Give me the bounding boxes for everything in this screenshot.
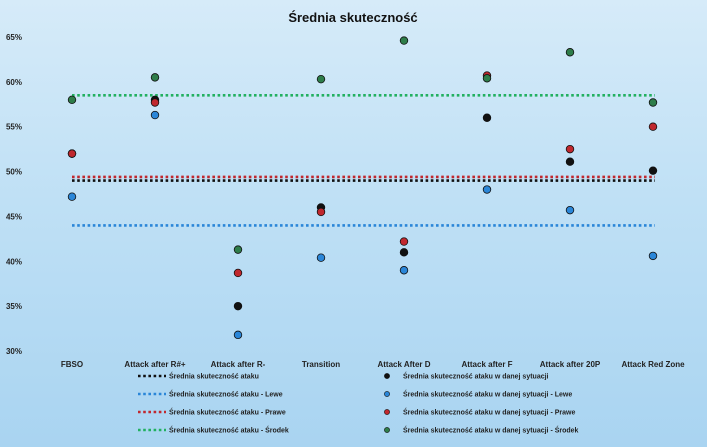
x-tick-label: Transition [302, 360, 340, 369]
legend-entry: Średnia skuteczność ataku w danej sytuac… [403, 390, 572, 399]
average-lines [72, 94, 655, 227]
legend-entry: Średnia skuteczność ataku [169, 372, 259, 381]
data-points [67, 36, 658, 340]
chart-title: Średnia skuteczność [288, 10, 417, 25]
data-point [482, 113, 492, 122]
data-point [482, 74, 492, 83]
data-point [648, 122, 658, 131]
data-point [399, 266, 409, 275]
data-point [316, 74, 326, 84]
data-point [316, 253, 326, 262]
legend-entry: Średnia skuteczność ataku w danej sytuac… [403, 408, 575, 417]
legend-marker-swatch [384, 373, 390, 379]
data-point [399, 248, 409, 257]
data-point [565, 205, 575, 215]
data-point [316, 207, 326, 217]
y-tick-label: 55% [6, 123, 22, 132]
y-tick-label: 60% [6, 78, 22, 87]
x-tick-label: Attack After D [377, 360, 430, 369]
data-point [233, 301, 243, 311]
data-point [67, 95, 77, 104]
y-tick-label: 35% [6, 302, 22, 311]
data-point [565, 157, 575, 166]
data-point [233, 330, 243, 340]
x-axis-ticks: FBSO Attack after R#+ Attack after R- Trans… [61, 360, 685, 369]
data-point [233, 245, 243, 254]
x-tick-label: Attack Red Zone [621, 360, 685, 369]
y-tick-label: 65% [6, 33, 22, 42]
legend-entry: Średnia skuteczność ataku w danej sytuac… [403, 426, 579, 435]
legend-marker-swatch [384, 391, 390, 397]
data-point [565, 144, 575, 154]
legend-marker-swatch [384, 427, 390, 433]
data-point [150, 110, 160, 120]
data-point [67, 149, 77, 158]
y-tick-label: 40% [6, 257, 22, 266]
x-tick-label: Attack after R- [211, 360, 266, 369]
x-tick-label: Attack after 20P [540, 360, 601, 369]
data-point [399, 36, 409, 45]
legend-marker-swatch [384, 409, 390, 415]
y-tick-label: 30% [6, 347, 22, 356]
data-point [150, 98, 160, 107]
legend-entry: Średnia skuteczność ataku - Środek [169, 426, 289, 435]
y-tick-label: 45% [6, 212, 22, 221]
data-point [399, 237, 409, 246]
data-point [482, 185, 492, 194]
data-point [648, 166, 658, 175]
data-point [565, 48, 575, 57]
legend-entry: Średnia skuteczność ataku w danej sytuac… [403, 372, 549, 381]
data-point [150, 73, 160, 82]
legend-entry: Średnia skuteczność ataku - Lewe [169, 390, 283, 399]
x-tick-label: Attack after R#+ [124, 360, 185, 369]
x-tick-label: FBSO [61, 360, 83, 369]
x-tick-label: Attack after F [461, 360, 512, 369]
y-axis-ticks: 30% 35% 40% 45% 50% 55% 60% 65% [6, 33, 22, 356]
data-point [648, 98, 658, 107]
legend-entry: Średnia skuteczność ataku - Prawe [169, 408, 286, 417]
data-point [233, 268, 243, 278]
legend: Średnia skuteczność ataku Średnia skutecz… [138, 372, 579, 435]
data-point [648, 251, 658, 261]
y-tick-label: 50% [6, 168, 22, 177]
data-point [67, 192, 77, 201]
